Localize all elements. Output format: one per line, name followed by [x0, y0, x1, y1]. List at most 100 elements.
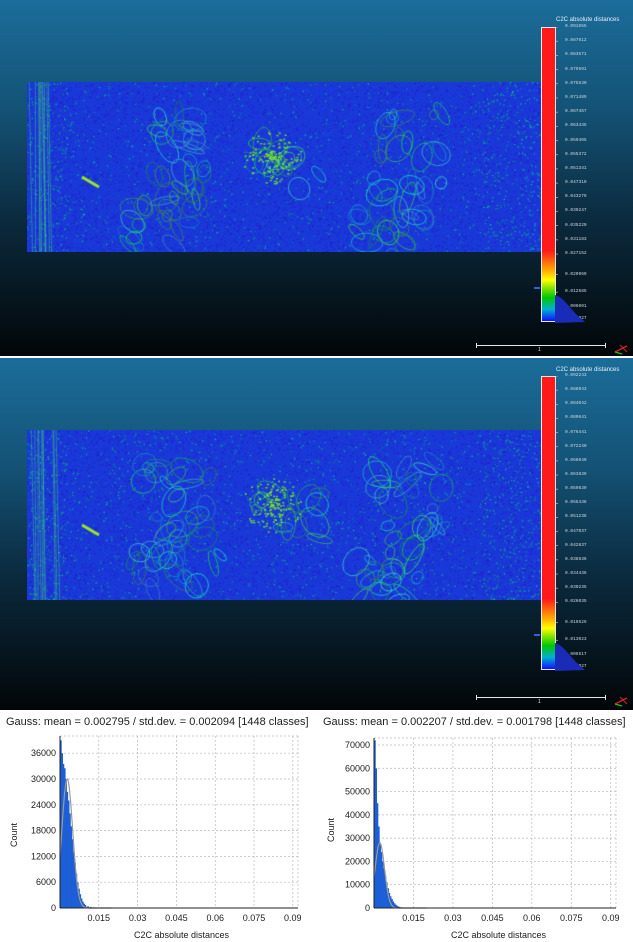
histogram-bar [375, 768, 378, 908]
y-tick-label: 12000 [31, 851, 56, 861]
histogram-bar [379, 842, 381, 908]
colorbar-tick-label: 0.038636 [565, 556, 587, 562]
axes-trihedron-icon [614, 696, 628, 707]
colorbar-tick-label: 0.034436 [565, 571, 587, 576]
colorbar-tick-label: 0.030235 [565, 585, 587, 591]
histogram-bar [380, 852, 383, 908]
histogram-bar [381, 861, 384, 908]
3d-view-bottom[interactable]: C2C absolute distances 0.092243 0.088043 0… [0, 358, 633, 710]
colorbar-tick-label: 0.059639 [565, 486, 587, 492]
histogram-bar [87, 906, 89, 908]
colorbar-tick-marks [555, 376, 558, 667]
histogram-bar [62, 763, 65, 908]
histogram-bar [67, 800, 70, 908]
colorbar-tick-label: 0.039247 [565, 208, 587, 214]
colorbar-tick-label: 0.088043 [565, 387, 587, 393]
y-tick-label: 60000 [345, 763, 370, 773]
histogram-bar [74, 862, 76, 908]
x-tick-label: 0.03 [129, 913, 147, 923]
colorbar-tick-label: 0.091655 [565, 24, 587, 29]
y-tick-label: 40000 [345, 810, 370, 820]
colorbar-title: C2C absolute distances [556, 367, 620, 373]
histogram-bar [65, 779, 67, 908]
colorbar-tick-label: 0.092243 [565, 373, 587, 378]
x-axis-label: C2C absolute distances [134, 930, 230, 940]
colorbar-tick-label: 0.051341 [565, 165, 587, 171]
colorbar-tick-label: 0.075530 [565, 80, 587, 86]
colorbar-tick-label: 0.059405 [565, 137, 587, 143]
colorbar-tick-label: 0.013023 [565, 637, 587, 643]
colorbar-tick-label: 0.071489 [565, 94, 587, 100]
histogram-title: Gauss: mean = 0.002795 / std.dev. = 0.00… [6, 716, 309, 728]
y-axis-label: Count [326, 817, 337, 843]
colorbar-tick-label: 0.019529 [565, 619, 587, 625]
x-axis-label: C2C absolute distances [451, 930, 547, 940]
scale-bar-value: 1 [538, 699, 541, 705]
colorbar [541, 376, 556, 670]
histogram-bar [84, 904, 87, 908]
histogram-bar [70, 826, 73, 908]
colorbar-tick-label: 0.035220 [565, 222, 587, 228]
point-cloud[interactable] [27, 430, 542, 600]
histogram-bar [395, 904, 397, 908]
histogram-bar [63, 768, 66, 908]
colorbar-tick-label: 0.079591 [565, 66, 587, 72]
colorbar-tick-label: 0.072240 [565, 443, 587, 449]
y-tick-label: 0 [365, 903, 370, 913]
colorbar-tick-marks [555, 27, 558, 319]
colorbar-tick-label: 0.043279 [565, 194, 587, 200]
small-marker [534, 634, 540, 636]
histogram-bar [75, 873, 78, 908]
histogram-right: Gauss: mean = 0.002207 / std.dev. = 0.00… [317, 710, 633, 942]
y-tick-label: 36000 [31, 748, 56, 758]
histogram-bar [396, 905, 399, 908]
y-tick-label: 70000 [345, 740, 370, 750]
x-tick-label: 0.045 [481, 913, 504, 923]
y-tick-label: 0 [51, 903, 56, 913]
histogram-bar [385, 882, 388, 908]
colorbar [541, 27, 556, 322]
x-tick-label: 0.06 [523, 913, 541, 923]
colorbar-tick-label: 0.083571 [565, 52, 587, 58]
y-tick-label: 30000 [31, 774, 56, 784]
colorbar-tick-label: 0.027152 [565, 251, 587, 257]
colorbar-tick-label: 0.063435 [565, 123, 587, 129]
x-tick-label: 0.045 [165, 913, 188, 923]
colorbar-tick-label: 0.087612 [565, 38, 587, 44]
small-marker [534, 287, 540, 289]
colorbar-tick-label: 0.047037 [565, 528, 587, 534]
colorbar-histogram-icon [555, 295, 585, 323]
histogram-bar [374, 740, 376, 908]
colorbar-tick-label: 0.047310 [565, 180, 587, 186]
scale-bar [476, 343, 606, 348]
histogram-plot: 0.015 0.03 0.045 0.06 0.075 0.09 0 6000 12000 180… [31, 735, 302, 923]
histogram-bar [83, 903, 85, 908]
colorbar-tick-label: 0.012585 [565, 289, 587, 295]
colorbar-tick-label: 0.063839 [565, 472, 587, 477]
y-tick-label: 10000 [345, 880, 370, 890]
colorbar-tick-label: 0.076441 [565, 429, 587, 435]
3d-view-top[interactable]: C2C absolute distances 0.091655 0.087612 0… [0, 0, 633, 356]
histogram-left: Gauss: mean = 0.002795 / std.dev. = 0.00… [0, 710, 316, 942]
colorbar-tick-label: 0.006001 [565, 303, 587, 309]
scale-bar [476, 695, 606, 700]
histogram-bar [60, 740, 62, 908]
point-cloud[interactable] [27, 82, 542, 252]
x-tick-label: 0.015 [88, 913, 111, 923]
y-tick-label: 18000 [31, 826, 56, 836]
histogram-bar [393, 903, 396, 908]
histogram-bar [383, 868, 385, 908]
y-tick-label: 30000 [345, 833, 370, 843]
colorbar-tick-label: 0.026035 [565, 599, 587, 605]
histogram-bar [71, 839, 74, 908]
axes-trihedron-icon [614, 344, 628, 355]
histogram-bar [72, 852, 75, 908]
histogram-bar [76, 882, 79, 908]
x-tick-label: 0.09 [602, 913, 620, 923]
colorbar-tick-label: 0.051238 [565, 514, 587, 520]
histogram-bar [384, 875, 387, 908]
histogram-bar [392, 901, 395, 908]
y-tick-label: 20000 [345, 856, 370, 866]
histogram-plot: 0.015 0.03 0.045 0.06 0.075 0.09 0 10000 20000 30… [345, 737, 620, 923]
colorbar-tick-label: 0.068040 [565, 457, 587, 463]
